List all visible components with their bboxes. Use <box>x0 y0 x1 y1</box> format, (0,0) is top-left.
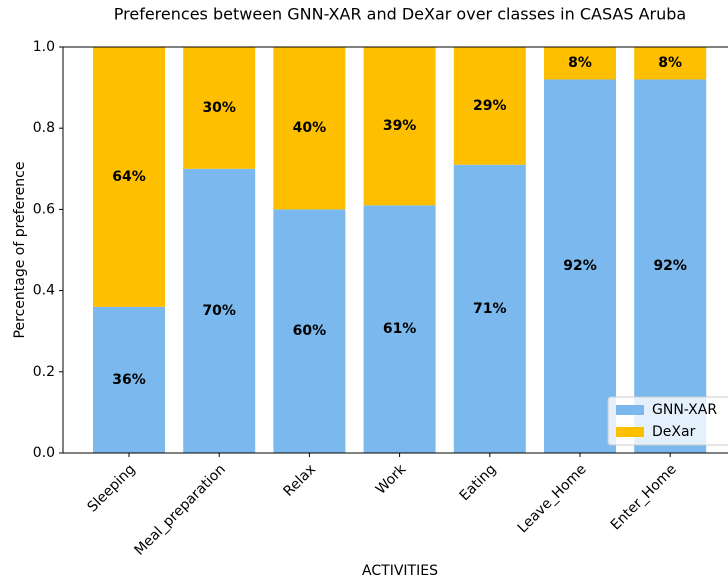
value-label: 92% <box>563 258 597 274</box>
value-label: 39% <box>383 118 417 134</box>
y-tick-label: 0.6 <box>33 201 55 217</box>
value-label: 64% <box>112 169 146 185</box>
value-label: 30% <box>202 100 236 116</box>
y-tick-label: 0.0 <box>33 445 55 461</box>
value-label: 61% <box>383 321 417 337</box>
bar-segment <box>363 47 436 206</box>
bar-segment <box>183 47 256 169</box>
value-label: 40% <box>293 120 327 136</box>
value-label: 92% <box>653 258 687 274</box>
bar-segment <box>544 79 616 453</box>
x-tick-label: Meal_preparation <box>131 461 228 558</box>
x-tick-label: Enter_Home <box>608 461 680 533</box>
value-label: 29% <box>473 98 507 114</box>
value-label: 36% <box>112 372 146 388</box>
value-label: 71% <box>473 301 507 317</box>
y-tick-label: 1.0 <box>33 39 55 55</box>
y-tick-label: 0.8 <box>33 120 55 136</box>
y-tick-label: 0.2 <box>33 364 55 380</box>
bar-segment <box>634 47 707 80</box>
x-tick-label: Eating <box>457 461 500 504</box>
bar-segment <box>93 306 165 453</box>
legend-label: DeXar <box>652 424 696 440</box>
x-tick-label: Leave_Home <box>515 461 590 536</box>
bar-segment <box>634 79 707 453</box>
value-label: 60% <box>293 323 327 339</box>
value-label: 70% <box>202 303 236 319</box>
x-axis-label: ACTIVITIES <box>362 563 438 579</box>
bar-segment <box>273 47 346 210</box>
legend-label: GNN-XAR <box>652 402 717 418</box>
bar-segment <box>453 164 526 454</box>
bar-segment <box>273 209 346 453</box>
x-tick-label: Relax <box>281 461 320 500</box>
y-tick-label: 0.4 <box>33 283 55 299</box>
chart-title: Preferences between GNN-XAR and DeXar ov… <box>114 5 686 24</box>
bar-segment <box>453 47 526 165</box>
x-tick-label: Work <box>373 461 410 498</box>
bar-segment <box>183 168 256 454</box>
y-axis-label: Percentage of preference <box>12 162 28 339</box>
legend-swatch <box>616 427 644 437</box>
bar-segment <box>93 47 165 307</box>
legend-swatch <box>616 405 644 415</box>
x-tick-label: Sleeping <box>85 461 139 515</box>
value-label: 8% <box>568 55 592 71</box>
value-label: 8% <box>658 55 682 71</box>
bar-segment <box>363 205 436 453</box>
bar-segment <box>544 47 616 80</box>
